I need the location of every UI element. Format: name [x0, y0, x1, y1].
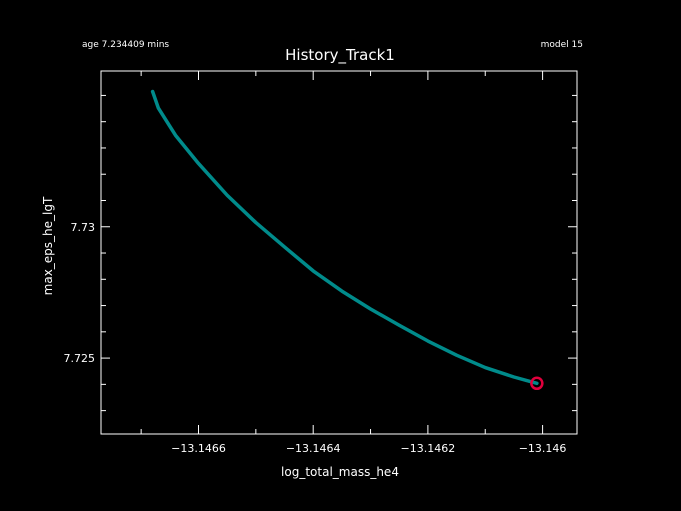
series-line — [150, 89, 539, 386]
x-tick-label: −13.146 — [519, 442, 567, 455]
series-group — [150, 89, 544, 391]
model-readout: model 15 — [541, 40, 583, 50]
x-tick-label: −13.1466 — [171, 442, 226, 455]
y-tick-label: 7.73 — [71, 221, 96, 234]
axis-ticks — [101, 71, 577, 434]
x-axis-label: log_total_mass_he4 — [281, 465, 399, 479]
x-tick-label: −13.1464 — [286, 442, 341, 455]
tick-labels: −13.1466 −13.1464 −13.1462 −13.146 7.725 7.73 — [64, 221, 567, 455]
x-tick-label: −13.1462 — [401, 442, 456, 455]
chart-title: History_Track1 — [285, 46, 395, 65]
current-point-marker — [530, 376, 544, 391]
age-readout: age 7.234409 mins — [82, 40, 169, 50]
y-axis-label: max_eps_he_lgT — [41, 196, 55, 295]
plot-frame — [100, 70, 578, 435]
y-tick-label: 7.725 — [64, 352, 96, 365]
